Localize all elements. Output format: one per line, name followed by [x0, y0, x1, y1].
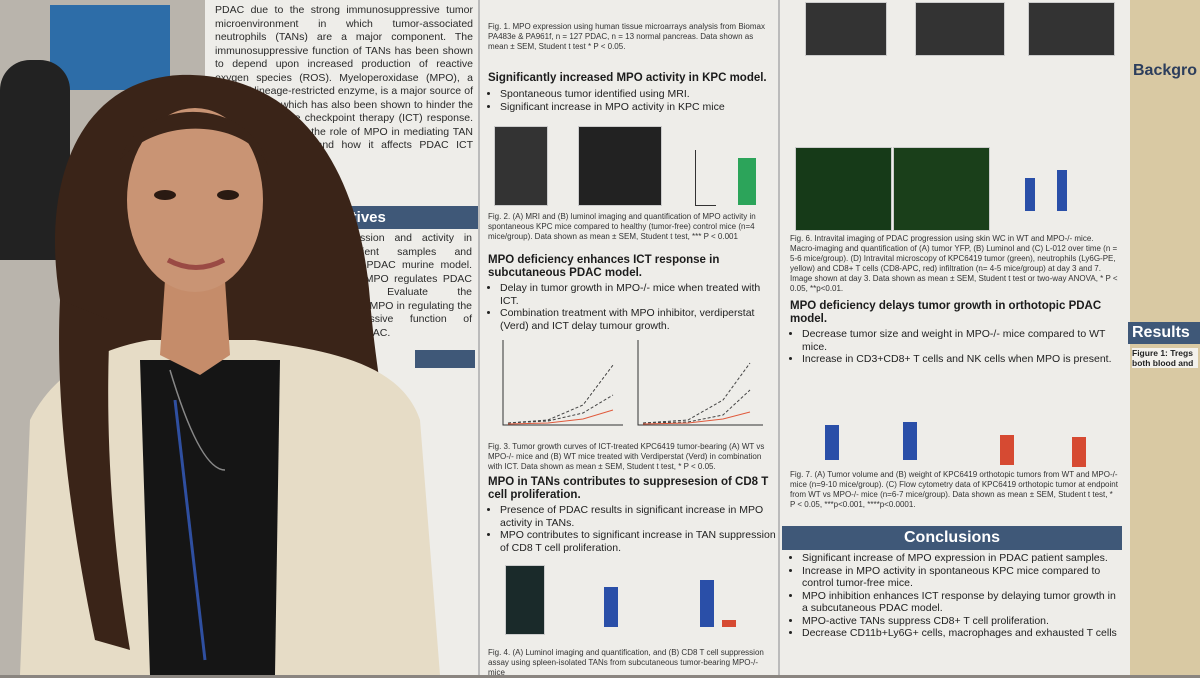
yfp-image — [805, 2, 887, 56]
caption: Fig. 4. (A) Luminol imaging and quantifi… — [488, 648, 764, 677]
screen — [50, 5, 170, 90]
heading: Significantly increased MPO activity in … — [488, 72, 767, 84]
microscopy-image — [795, 147, 892, 231]
section-header: Conclusions — [782, 526, 1122, 550]
chart — [695, 150, 716, 206]
divider — [478, 0, 480, 675]
luminol-image — [505, 565, 545, 635]
bullets: Spontaneous tumor identified using MRI. … — [488, 88, 780, 113]
heading: MPO deficiency enhances ICT response in … — [488, 254, 720, 279]
bullet: Increase in MPO activity in spontaneous … — [802, 565, 1120, 590]
bullet: Delay in tumor growth in MPO-/- mice whe… — [500, 282, 780, 307]
caption: Fig. 7. (A) Tumor volume and (B) weight … — [790, 470, 1118, 509]
bar — [1057, 170, 1067, 211]
mri-image — [494, 126, 548, 206]
bullet: MPO-active TANs suppress CD8+ T cell pro… — [802, 615, 1120, 628]
bar — [738, 158, 756, 205]
heading: MPO deficiency delays tumor growth in or… — [790, 300, 1102, 325]
luminol-image — [915, 2, 1005, 56]
bullet: Spontaneous tumor identified using MRI. — [500, 88, 780, 101]
bullet: Significant increase in MPO activity in … — [500, 101, 780, 114]
bar — [700, 580, 714, 627]
bullet: MPO inhibition enhances ICT response by … — [802, 590, 1120, 615]
bullets: Delay in tumor growth in MPO-/- mice whe… — [488, 282, 780, 332]
bar — [825, 425, 839, 460]
bullet: Decrease CD11b+Ly6G+ cells, macrophages … — [802, 627, 1120, 640]
bullets: Significant increase of MPO expression i… — [790, 552, 1120, 640]
caption: Fig. 1. MPO expression using human tissu… — [488, 22, 765, 51]
bullets: Decrease tumor size and weight in MPO-/-… — [790, 328, 1127, 366]
bullet: Presence of PDAC results in significant … — [500, 504, 780, 529]
caption: Fig. 2. (A) MRI and (B) luminol imaging … — [488, 212, 756, 241]
bullet: Increase in CD3+CD8+ T cells and NK cell… — [802, 353, 1127, 366]
bar — [1025, 178, 1035, 211]
caption: Fig. 6. Intravital imaging of PDAC progr… — [790, 234, 1118, 293]
bullet: Significant increase of MPO expression i… — [802, 552, 1120, 565]
bullet: MPO contributes to significant increase … — [500, 529, 780, 554]
l012-image — [1028, 2, 1115, 56]
divider — [778, 0, 780, 675]
luminol-image — [578, 126, 662, 206]
bar — [1072, 437, 1086, 467]
section-header: Backgro — [1133, 62, 1198, 79]
figure-caption: Figure 1: Tregs both blood and — [1132, 348, 1198, 368]
section-header: Results — [1128, 322, 1200, 344]
caption: Fig. 3. Tumor growth curves of ICT-treat… — [488, 442, 765, 471]
bar — [903, 422, 917, 460]
section-header — [415, 350, 475, 368]
bullets: Presence of PDAC results in significant … — [488, 504, 780, 554]
person — [20, 74, 440, 675]
microscopy-image — [893, 147, 990, 231]
bullet: Combination treatment with MPO inhibitor… — [500, 307, 780, 332]
bullet: Decrease tumor size and weight in MPO-/-… — [802, 328, 1127, 353]
growth-curves — [502, 340, 763, 426]
heading: MPO in TANs contributes to suppresesion … — [488, 476, 769, 501]
bar — [722, 620, 736, 627]
bar — [604, 587, 618, 627]
bar — [1000, 435, 1014, 465]
